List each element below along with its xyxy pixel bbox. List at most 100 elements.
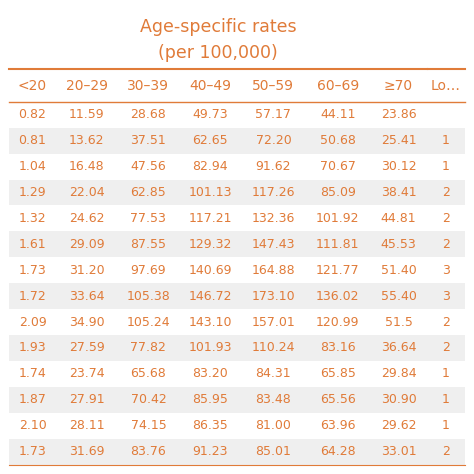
Text: 91.62: 91.62 [255, 160, 291, 173]
Text: 87.55: 87.55 [130, 238, 166, 251]
Text: 83.20: 83.20 [192, 367, 228, 380]
Text: 62.85: 62.85 [130, 186, 166, 199]
Text: 65.68: 65.68 [130, 367, 166, 380]
Text: 44.11: 44.11 [320, 108, 356, 121]
Text: 3: 3 [442, 290, 449, 302]
Text: 33.01: 33.01 [381, 445, 416, 458]
Text: 111.81: 111.81 [316, 238, 360, 251]
Bar [9, 180, 465, 205]
Bar [9, 387, 465, 413]
Text: 121.77: 121.77 [316, 264, 360, 277]
Text: 164.88: 164.88 [252, 264, 295, 277]
Text: 47.56: 47.56 [130, 160, 166, 173]
Text: 136.02: 136.02 [316, 290, 360, 302]
Text: 1: 1 [442, 134, 449, 147]
Text: 37.51: 37.51 [130, 134, 166, 147]
Text: 0.81: 0.81 [18, 134, 46, 147]
Text: 28.68: 28.68 [130, 108, 166, 121]
Text: 1.73: 1.73 [18, 264, 46, 277]
Text: 20–29: 20–29 [65, 79, 108, 93]
Text: 101.13: 101.13 [189, 186, 232, 199]
Text: 117.21: 117.21 [189, 212, 232, 225]
Text: 38.41: 38.41 [381, 186, 416, 199]
Text: 1.32: 1.32 [19, 212, 46, 225]
Text: 97.69: 97.69 [131, 264, 166, 277]
Text: 1.93: 1.93 [19, 341, 46, 355]
Text: 22.04: 22.04 [69, 186, 104, 199]
Text: 120.99: 120.99 [316, 316, 360, 328]
Text: 1: 1 [442, 393, 449, 406]
Text: 173.10: 173.10 [252, 290, 295, 302]
Text: 63.96: 63.96 [320, 419, 356, 432]
Text: 57.17: 57.17 [255, 108, 292, 121]
Bar [9, 438, 465, 465]
Text: 77.82: 77.82 [130, 341, 166, 355]
Bar [9, 128, 465, 154]
Text: 27.59: 27.59 [69, 341, 104, 355]
Text: 36.64: 36.64 [381, 341, 416, 355]
Text: 29.62: 29.62 [381, 419, 416, 432]
Text: 105.38: 105.38 [127, 290, 170, 302]
Text: 50.68: 50.68 [320, 134, 356, 147]
Text: 1.87: 1.87 [18, 393, 46, 406]
Text: 27.91: 27.91 [69, 393, 104, 406]
Text: 13.62: 13.62 [69, 134, 104, 147]
Text: 29.09: 29.09 [69, 238, 104, 251]
Text: 77.53: 77.53 [130, 212, 166, 225]
Text: 24.62: 24.62 [69, 212, 104, 225]
Text: 2: 2 [442, 212, 449, 225]
Text: 34.90: 34.90 [69, 316, 104, 328]
Text: 2: 2 [442, 445, 449, 458]
Text: 85.95: 85.95 [192, 393, 228, 406]
Text: (per 100,000): (per 100,000) [158, 44, 278, 62]
Text: 74.15: 74.15 [130, 419, 166, 432]
Text: 1.29: 1.29 [19, 186, 46, 199]
Text: 23.86: 23.86 [381, 108, 416, 121]
Text: 2: 2 [442, 341, 449, 355]
Text: 49.73: 49.73 [192, 108, 228, 121]
Text: 85.09: 85.09 [320, 186, 356, 199]
Text: 3: 3 [442, 264, 449, 277]
Text: 1: 1 [442, 160, 449, 173]
Text: 64.28: 64.28 [320, 445, 356, 458]
Text: 83.76: 83.76 [130, 445, 166, 458]
Text: 70.42: 70.42 [130, 393, 166, 406]
Text: 83.48: 83.48 [255, 393, 292, 406]
Text: Lo…: Lo… [431, 79, 461, 93]
Text: 30.90: 30.90 [381, 393, 416, 406]
Text: 2.10: 2.10 [18, 419, 46, 432]
Text: 51.40: 51.40 [381, 264, 416, 277]
Text: 50–59: 50–59 [253, 79, 294, 93]
Text: 129.32: 129.32 [189, 238, 232, 251]
Text: 2: 2 [442, 186, 449, 199]
Text: 65.56: 65.56 [320, 393, 356, 406]
Text: 72.20: 72.20 [255, 134, 292, 147]
Text: 1.61: 1.61 [19, 238, 46, 251]
Text: 16.48: 16.48 [69, 160, 104, 173]
Text: 157.01: 157.01 [252, 316, 295, 328]
Text: 1: 1 [442, 419, 449, 432]
Text: 82.94: 82.94 [192, 160, 228, 173]
Text: 11.59: 11.59 [69, 108, 104, 121]
Text: 40–49: 40–49 [189, 79, 231, 93]
Text: 25.41: 25.41 [381, 134, 416, 147]
Text: 70.67: 70.67 [320, 160, 356, 173]
Text: 2.09: 2.09 [18, 316, 46, 328]
Text: 30.12: 30.12 [381, 160, 416, 173]
Text: 1.72: 1.72 [18, 290, 46, 302]
Text: 23.74: 23.74 [69, 367, 104, 380]
Text: 146.72: 146.72 [189, 290, 232, 302]
Bar [9, 335, 465, 361]
Text: 86.35: 86.35 [192, 419, 228, 432]
Text: 28.11: 28.11 [69, 419, 104, 432]
Text: 2: 2 [442, 316, 449, 328]
Text: 1.74: 1.74 [18, 367, 46, 380]
Text: 51.5: 51.5 [384, 316, 412, 328]
Text: Age-specific rates: Age-specific rates [140, 18, 296, 36]
Text: 29.84: 29.84 [381, 367, 416, 380]
Text: 65.85: 65.85 [320, 367, 356, 380]
Text: 62.65: 62.65 [192, 134, 228, 147]
Text: ≥70: ≥70 [384, 79, 413, 93]
Text: 132.36: 132.36 [252, 212, 295, 225]
Bar [9, 231, 465, 257]
